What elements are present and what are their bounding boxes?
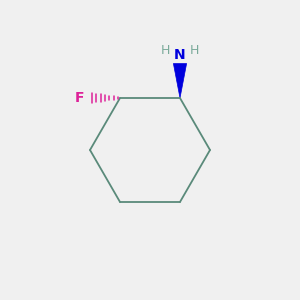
Text: N: N [174,48,186,62]
Polygon shape [173,64,187,98]
Text: H: H [161,44,170,57]
Text: H: H [190,44,199,57]
Text: F: F [75,91,85,105]
